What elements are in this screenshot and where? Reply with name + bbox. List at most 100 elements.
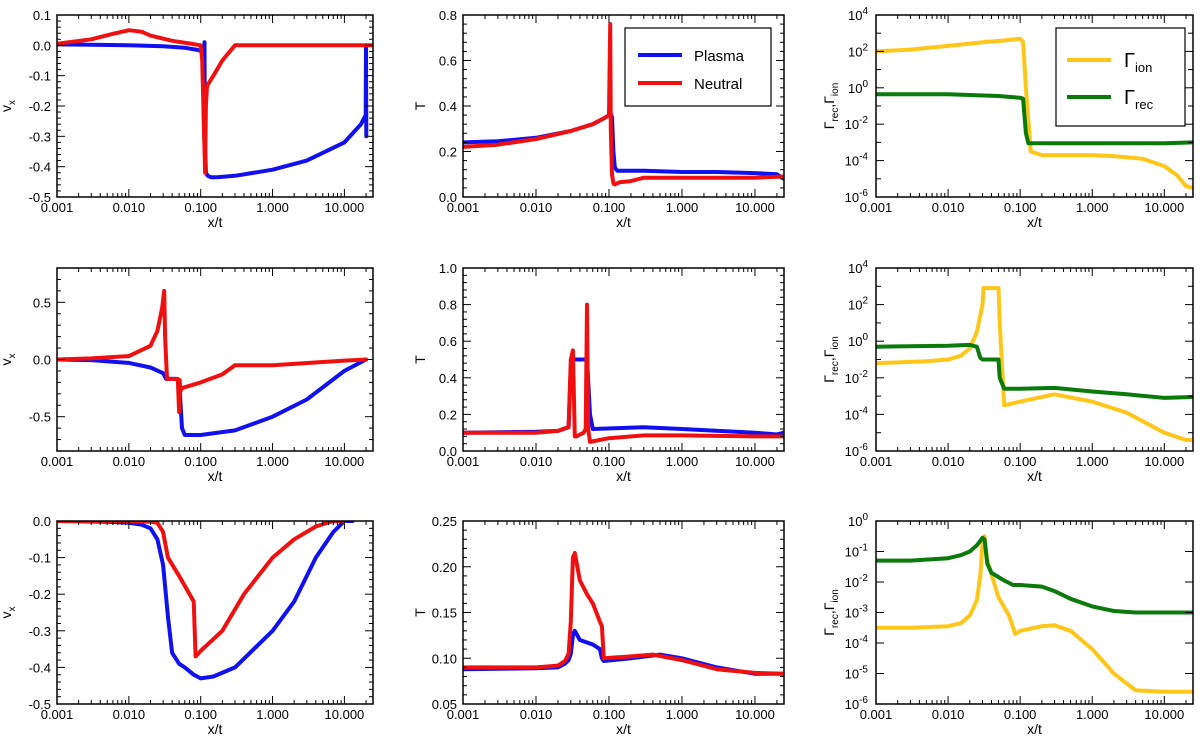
x-tick-label: 0.100 [184, 707, 217, 722]
y-tick-label: -0.2 [29, 587, 51, 602]
x-tick-label: 0.100 [184, 454, 217, 469]
x-ticks [875, 521, 1187, 704]
y-tick-label: 10-4 [845, 152, 869, 169]
series-line-plasma [463, 357, 784, 437]
y-tick-label: 102 [848, 42, 868, 59]
x-tick-label: 0.001 [41, 707, 74, 722]
plot-frame [462, 267, 785, 452]
x-tick-label: 10.000 [735, 200, 775, 215]
y-axis-label: vx [0, 354, 18, 366]
x-tick-label: 0.100 [184, 200, 217, 215]
x-tick-label: 0.010 [932, 454, 965, 469]
row2-velocity-series [57, 288, 368, 437]
x-tick-label: 10.000 [325, 200, 365, 215]
x-tick-label: 10.000 [1144, 200, 1184, 215]
row1-temperature: 0.001 0.010 0.100 1.000 10.000 0.8 0.6 0.4 0.2 0.… [412, 8, 785, 230]
x-tick-label: 1.000 [256, 454, 289, 469]
y-tick-label: 10-6 [845, 695, 869, 712]
y-tick-label: 102 [848, 296, 868, 313]
legend-plasma-neutral: Plasma Neutral [624, 27, 772, 107]
series-line-rec [876, 535, 1193, 615]
series-line-plasma [57, 521, 355, 681]
x-ticks [462, 521, 778, 704]
row2-rates: 0.001 0.010 0.100 1.000 10.000 104 102 100 10-2 1… [821, 259, 1194, 484]
series-line-neutral [57, 521, 347, 659]
x-ticks [875, 15, 1187, 197]
y-tick-label: -0.5 [29, 410, 51, 425]
x-tick-label: 1.000 [666, 707, 699, 722]
y-axis-label: vx [0, 607, 18, 619]
x-tick-label: 0.010 [113, 707, 146, 722]
y-tick-label: 0.6 [439, 54, 457, 69]
series-line-plasma [57, 40, 369, 180]
series-line-ion [876, 286, 1193, 442]
x-tick-label: 0.001 [447, 200, 480, 215]
series-line-plasma [57, 357, 368, 437]
series-line-rec [876, 342, 1193, 400]
series-line-neutral [463, 302, 784, 444]
y-tick-label: 0.0 [33, 353, 51, 368]
y-tick-label: 10-2 [845, 573, 869, 590]
x-tick-label: 0.100 [593, 707, 626, 722]
x-tick-label: 0.001 [41, 200, 74, 215]
x-tick-label: 0.100 [1004, 454, 1037, 469]
x-axis-label: x/t [208, 468, 223, 484]
y-tick-label: -0.4 [29, 660, 51, 675]
y-ticks [876, 520, 1193, 705]
x-tick-label: 0.001 [447, 707, 480, 722]
x-axis-label: x/t [616, 468, 631, 484]
y-axis-label: Γrec,Γion [821, 83, 841, 130]
row2-temperature-series [463, 302, 784, 444]
y-axis-label: T [412, 608, 428, 617]
x-tick-label: 0.010 [113, 200, 146, 215]
x-tick-label: 10.000 [735, 454, 775, 469]
y-tick-label: 104 [848, 6, 868, 23]
x-tick-label: 10.000 [735, 707, 775, 722]
series-line-neutral [57, 28, 373, 175]
y-tick-label: 0.4 [439, 371, 457, 386]
x-ticks [462, 268, 778, 451]
y-tick-label: 1.0 [439, 261, 457, 276]
x-tick-label: 10.000 [1144, 707, 1184, 722]
x-tick-label: 0.001 [860, 707, 893, 722]
y-tick-label: 0.05 [432, 697, 457, 712]
series-line-neutral [463, 551, 784, 676]
y-axis-label: Γrec,Γion [821, 589, 841, 636]
y-tick-label: 0.0 [33, 38, 51, 53]
y-tick-label: 10-6 [845, 188, 869, 205]
y-tick-label: -0.3 [29, 129, 51, 144]
series-line-ion [876, 534, 1193, 694]
y-ticks [463, 267, 784, 452]
legend-rec-label: Γrec [1124, 87, 1154, 112]
y-ticks [57, 14, 373, 198]
y-tick-label: 10-5 [845, 665, 869, 682]
y-tick-label: 104 [848, 259, 868, 276]
x-tick-label: 0.010 [932, 707, 965, 722]
x-tick-label: 10.000 [325, 707, 365, 722]
y-tick-label: 0.0 [439, 190, 457, 205]
y-tick-label: -0.2 [29, 99, 51, 114]
y-tick-label: -0.5 [29, 697, 51, 712]
y-ticks [463, 14, 784, 198]
x-tick-label: 1.000 [256, 200, 289, 215]
x-axis-label: x/t [1027, 468, 1042, 484]
y-tick-label: 10-3 [845, 604, 869, 621]
series-line-neutral [463, 22, 784, 187]
x-tick-label: 1.000 [1076, 200, 1109, 215]
y-tick-label: -0.3 [29, 624, 51, 639]
y-tick-label: 0.15 [432, 606, 457, 621]
row1-velocity-series [57, 28, 373, 180]
y-ticks [876, 14, 1193, 198]
y-tick-label: 0.0 [439, 444, 457, 459]
series-line-rec [876, 92, 1193, 146]
y-ticks [57, 267, 373, 452]
y-tick-label: 0.5 [33, 295, 51, 310]
row3-temperature: 0.001 0.010 0.100 1.000 10.000 0.25 0.20 0.15 0.… [412, 514, 785, 737]
row2-rates-series [876, 286, 1193, 442]
x-tick-label: 1.000 [666, 454, 699, 469]
legend-ion-label: Γion [1124, 50, 1152, 75]
series-line-neutral [57, 288, 368, 415]
row3-velocity-series [57, 521, 355, 681]
y-tick-label: 0.25 [432, 514, 457, 529]
x-ticks [56, 268, 367, 451]
